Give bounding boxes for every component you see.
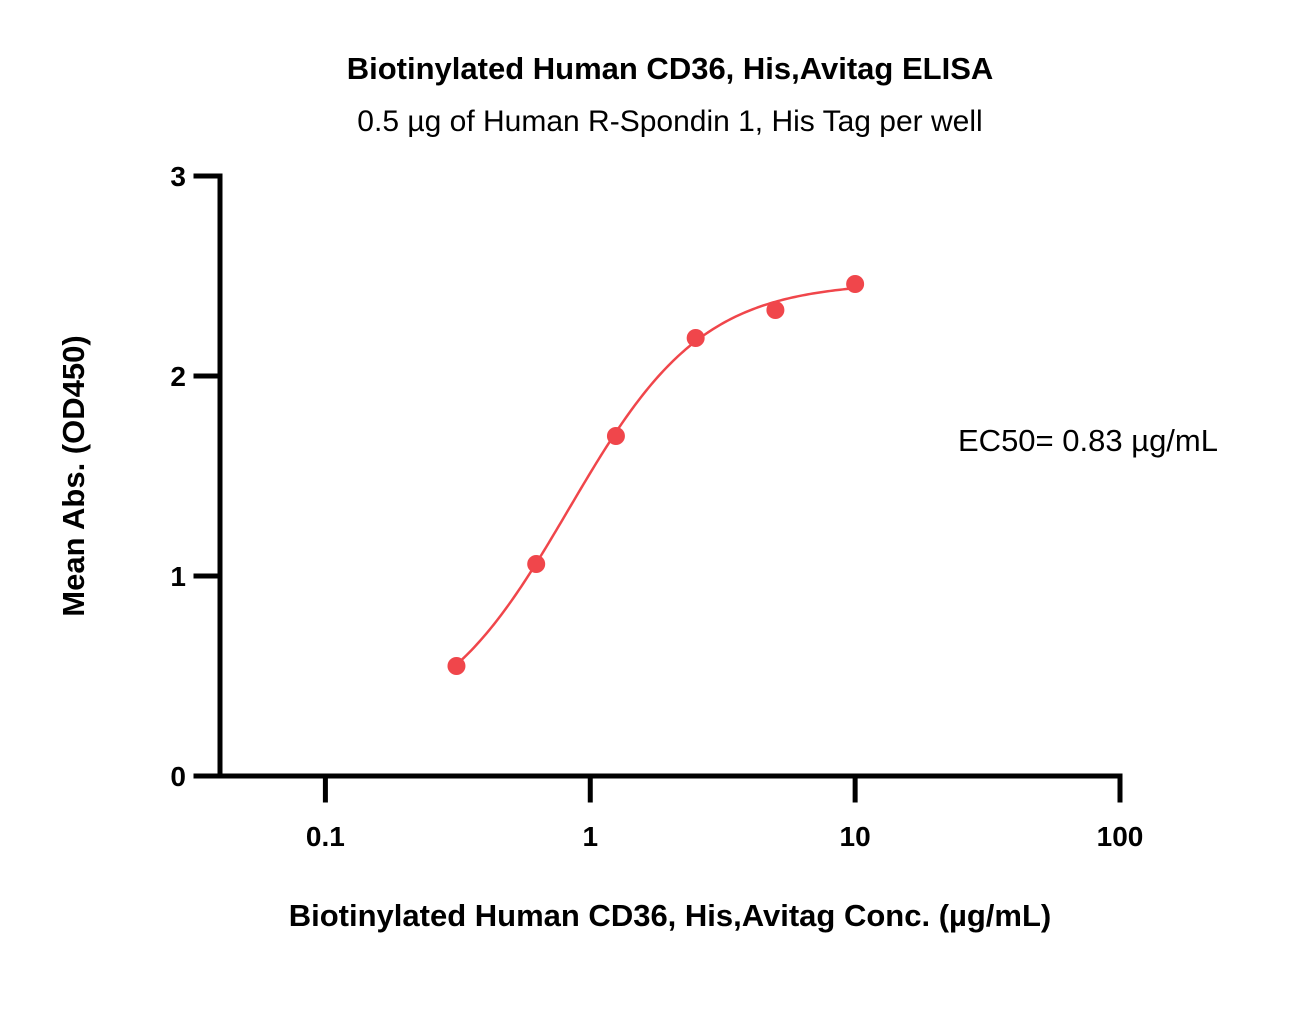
data-points-layer <box>447 275 865 675</box>
data-point <box>766 301 785 319</box>
fit-curve-layer <box>455 286 856 666</box>
y-tick-label: 2 <box>170 361 186 392</box>
data-point <box>606 427 625 445</box>
data-point <box>686 329 705 347</box>
data-point <box>846 275 865 293</box>
y-tick-label: 0 <box>170 761 186 792</box>
x-tick-label: 1 <box>582 821 598 852</box>
x-tick-label: 10 <box>840 821 871 852</box>
x-tick-label: 0.1 <box>306 821 345 852</box>
data-point <box>527 555 546 573</box>
chart-title: Biotinylated Human CD36, His,Avitag ELIS… <box>347 51 994 86</box>
fit-curve <box>455 286 856 666</box>
y-tick-label: 3 <box>170 161 186 192</box>
ec50-annotation: EC50= 0.83 µg/mL <box>958 423 1218 458</box>
y-axis-label: Mean Abs. (OD450) <box>56 335 91 616</box>
y-tick-label: 1 <box>170 561 186 592</box>
axes: 0 1 2 3 0.1 1 10 100 <box>170 161 1143 852</box>
x-axis-label: Biotinylated Human CD36, His,Avitag Conc… <box>289 898 1052 933</box>
chart-subtitle: 0.5 µg of Human R-Spondin 1, His Tag per… <box>357 105 982 138</box>
x-tick-label: 100 <box>1097 821 1144 852</box>
data-point <box>447 657 466 675</box>
